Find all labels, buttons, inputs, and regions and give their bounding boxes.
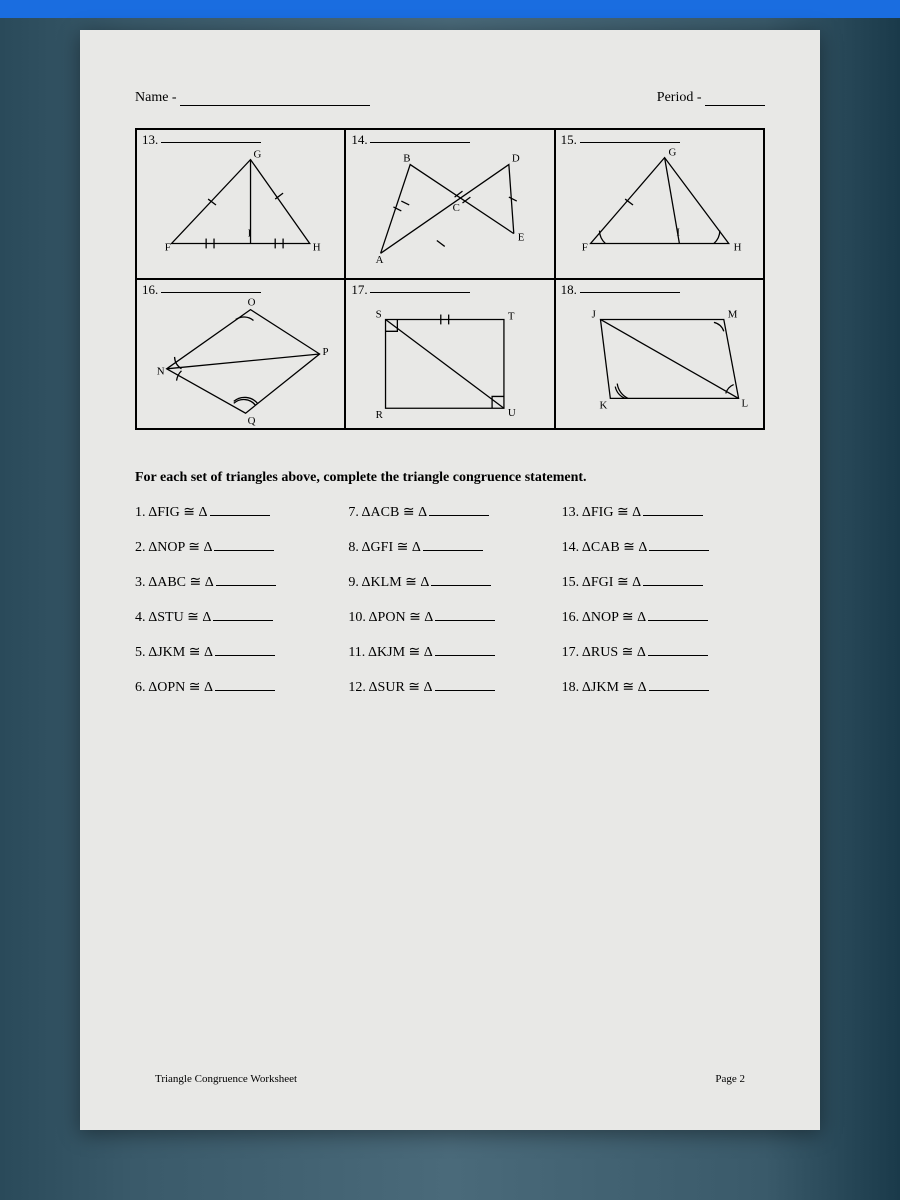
stmt-17: 17. ΔRUS ≅ Δ <box>562 644 765 661</box>
svg-text:F: F <box>165 241 171 253</box>
answer-blank[interactable] <box>435 620 495 621</box>
cell-15: 15. F G H I <box>555 129 764 279</box>
answer-blank[interactable] <box>649 690 709 691</box>
figure-13: F G H I <box>137 130 344 278</box>
svg-text:I: I <box>248 228 252 240</box>
figure-18: J K L M <box>556 280 763 428</box>
instructions: For each set of triangles above, complet… <box>135 470 765 486</box>
stmt-9: 9. ΔKLM ≅ Δ <box>348 574 551 591</box>
stmt-8: 8. ΔGFI ≅ Δ <box>348 539 551 556</box>
stmt-10: 10. ΔPON ≅ Δ <box>348 609 551 626</box>
answer-blank[interactable] <box>648 620 708 621</box>
svg-text:G: G <box>253 149 261 161</box>
svg-text:T: T <box>508 310 515 322</box>
answer-blank[interactable] <box>435 690 495 691</box>
period-blank[interactable] <box>705 92 765 106</box>
stmt-5: 5. ΔJKM ≅ Δ <box>135 644 338 661</box>
stmt-16: 16. ΔNOP ≅ Δ <box>562 609 765 626</box>
stmt-1: 1. ΔFIG ≅ Δ <box>135 504 338 521</box>
answer-blank[interactable] <box>429 515 489 516</box>
header-row: Name - Period - <box>135 90 765 106</box>
svg-text:D: D <box>512 153 520 165</box>
svg-text:S: S <box>376 308 382 320</box>
stmt-7: 7. ΔACB ≅ Δ <box>348 504 551 521</box>
answer-blank[interactable] <box>214 550 274 551</box>
stmt-6: 6. ΔOPN ≅ Δ <box>135 679 338 696</box>
answer-blank[interactable] <box>213 620 273 621</box>
stmt-11: 11. ΔKJM ≅ Δ <box>348 644 551 661</box>
figure-grid: 13. F G H I 14. <box>135 128 765 430</box>
answer-blank[interactable] <box>215 655 275 656</box>
svg-text:K: K <box>599 399 607 411</box>
svg-text:E: E <box>518 232 525 244</box>
figure-16: N O P Q <box>137 280 344 428</box>
figure-15: F G H I <box>556 130 763 278</box>
svg-text:M: M <box>727 308 737 320</box>
stmt-15: 15. ΔFGI ≅ Δ <box>562 574 765 591</box>
cell-14: 14. A B C D E <box>345 129 554 279</box>
answer-blank[interactable] <box>649 550 709 551</box>
answer-blank[interactable] <box>643 585 703 586</box>
svg-text:O: O <box>248 297 256 309</box>
footer-page: Page 2 <box>715 1073 745 1085</box>
figure-17: R S T U <box>346 280 553 428</box>
stmt-14: 14. ΔCAB ≅ Δ <box>562 539 765 556</box>
answer-blank[interactable] <box>648 655 708 656</box>
stmt-2: 2. ΔNOP ≅ Δ <box>135 539 338 556</box>
stmt-4: 4. ΔSTU ≅ Δ <box>135 609 338 626</box>
cell-18: 18. J K L M <box>555 279 764 429</box>
svg-text:R: R <box>376 409 384 421</box>
svg-text:Q: Q <box>248 415 256 427</box>
name-label: Name - <box>135 90 177 105</box>
cell-16: 16. N O P Q <box>136 279 345 429</box>
answer-blank[interactable] <box>431 585 491 586</box>
svg-text:N: N <box>157 366 165 378</box>
stmt-18: 18. ΔJKM ≅ Δ <box>562 679 765 696</box>
footer: Triangle Congruence Worksheet Page 2 <box>155 1073 745 1085</box>
answer-blank[interactable] <box>216 585 276 586</box>
svg-text:C: C <box>453 202 460 214</box>
statements-grid: 1. ΔFIG ≅ Δ 7. ΔACB ≅ Δ 13. ΔFIG ≅ Δ 2. … <box>135 504 765 696</box>
svg-text:I: I <box>676 227 680 239</box>
svg-text:U: U <box>508 407 516 419</box>
svg-text:B: B <box>404 153 411 165</box>
answer-blank[interactable] <box>215 690 275 691</box>
name-field: Name - <box>135 90 370 106</box>
svg-text:H: H <box>733 241 741 253</box>
answer-blank[interactable] <box>423 550 483 551</box>
svg-text:J: J <box>591 308 595 320</box>
answer-blank[interactable] <box>210 515 270 516</box>
cell-17: 17. R S T U <box>345 279 554 429</box>
figure-14: A B C D E <box>346 130 553 278</box>
answer-blank[interactable] <box>643 515 703 516</box>
cell-13: 13. F G H I <box>136 129 345 279</box>
svg-text:A: A <box>376 254 384 266</box>
svg-text:L: L <box>741 397 748 409</box>
svg-text:P: P <box>323 346 329 358</box>
svg-text:F: F <box>581 241 587 253</box>
stmt-12: 12. ΔSUR ≅ Δ <box>348 679 551 696</box>
worksheet-page: Name - Period - 13. <box>80 30 820 1130</box>
svg-text:H: H <box>313 241 321 253</box>
stmt-13: 13. ΔFIG ≅ Δ <box>562 504 765 521</box>
svg-text:G: G <box>668 147 676 159</box>
name-blank[interactable] <box>180 92 370 106</box>
period-label: Period - <box>657 90 702 105</box>
stmt-3: 3. ΔABC ≅ Δ <box>135 574 338 591</box>
answer-blank[interactable] <box>435 655 495 656</box>
footer-title: Triangle Congruence Worksheet <box>155 1073 297 1085</box>
period-field: Period - <box>657 90 765 106</box>
browser-top-bar <box>0 0 900 18</box>
